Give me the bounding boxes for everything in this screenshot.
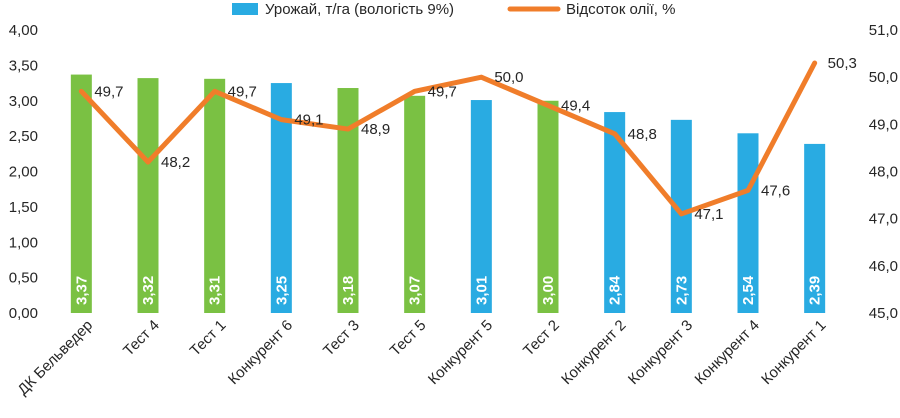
bar-data-label: 2,84 xyxy=(607,275,624,305)
y-axis-right: 45,0 46,0 47,0 48,0 49,0 50,0 51,0 xyxy=(869,22,898,322)
y-axis-left: 0,00 0,50 1,00 1,50 2,00 2,50 3,00 3,50 4,00 xyxy=(9,22,38,322)
x-tick-label: Тест 1 xyxy=(187,317,230,360)
legend-label-yield: Урожай, т/га (вологість 9%) xyxy=(265,1,454,18)
bar xyxy=(537,100,559,313)
y-right-tick-label: 50,0 xyxy=(869,69,898,86)
bar-data-label: 3,18 xyxy=(340,276,357,305)
line-data-label: 47,1 xyxy=(694,206,723,223)
x-tick-label: Тест 5 xyxy=(387,317,430,360)
y-left-tick-label: 2,50 xyxy=(9,128,38,145)
bar xyxy=(337,88,359,313)
bar-data-label: 3,01 xyxy=(473,276,490,305)
line-data-label: 48,9 xyxy=(361,121,390,138)
bar-data-label: 2,73 xyxy=(673,276,690,305)
legend-swatch-yield xyxy=(232,3,258,15)
y-left-tick-label: 3,00 xyxy=(9,93,38,110)
bar-data-label: 2,54 xyxy=(740,275,757,305)
line-data-label: 48,8 xyxy=(628,126,657,143)
y-right-tick-label: 47,0 xyxy=(869,211,898,228)
bar-series: 3,37 3,32 3,31 3,25 3,18 3,07 3,01 3,00 2,84 2,73… xyxy=(70,74,826,313)
x-tick-label: Конкурент 1 xyxy=(758,317,829,388)
bar xyxy=(137,78,159,313)
legend: Урожай, т/га (вологість 9%) Відсоток олі… xyxy=(232,1,675,18)
x-tick-label: ДК Бельведер xyxy=(14,317,96,399)
x-tick-label: Конкурент 5 xyxy=(425,317,496,388)
x-tick-label: Тест 2 xyxy=(520,317,563,360)
bar xyxy=(404,95,426,313)
y-left-tick-label: 4,00 xyxy=(9,22,38,39)
line-data-label: 49,7 xyxy=(428,83,457,100)
y-right-tick-label: 49,0 xyxy=(869,116,898,133)
y-left-tick-label: 1,50 xyxy=(9,199,38,216)
bar-data-label: 3,32 xyxy=(140,276,157,305)
y-right-tick-label: 45,0 xyxy=(869,305,898,322)
bar-data-label: 3,31 xyxy=(207,276,224,305)
x-tick-label: Тест 4 xyxy=(120,317,163,360)
bar-data-label: 3,25 xyxy=(273,276,290,305)
y-left-tick-label: 1,00 xyxy=(9,234,38,251)
bar-data-label: 3,00 xyxy=(540,276,557,305)
line-data-label: 49,4 xyxy=(561,97,590,114)
y-left-tick-label: 0,50 xyxy=(9,270,38,287)
y-left-tick-label: 2,00 xyxy=(9,164,38,181)
y-left-tick-label: 3,50 xyxy=(9,57,38,74)
x-tick-label: Конкурент 3 xyxy=(625,317,696,388)
bar xyxy=(804,143,826,313)
bar-data-label: 3,07 xyxy=(407,276,424,305)
x-tick-label: Конкурент 6 xyxy=(225,317,296,388)
oil-line xyxy=(78,60,818,217)
line-data-label: 49,7 xyxy=(94,83,123,100)
y-right-tick-label: 51,0 xyxy=(869,22,898,39)
line-series: 49,7 48,2 49,7 49,1 48,9 49,7 50,0 49,4 48,8 47,1… xyxy=(78,55,857,223)
x-tick-label: Тест 3 xyxy=(320,317,363,360)
line-data-label: 49,1 xyxy=(294,112,323,129)
bar-data-label: 2,39 xyxy=(807,276,824,305)
line-data-label: 50,0 xyxy=(494,69,523,86)
y-right-tick-label: 46,0 xyxy=(869,258,898,275)
bar xyxy=(470,100,492,313)
line-data-label: 50,3 xyxy=(828,55,857,72)
bar xyxy=(604,112,626,313)
bar xyxy=(204,78,226,313)
y-left-tick-label: 0,00 xyxy=(9,305,38,322)
x-tick-label: Конкурент 2 xyxy=(558,317,629,388)
bar-data-label: 3,37 xyxy=(73,276,90,305)
line-data-label: 48,2 xyxy=(161,154,190,171)
y-right-tick-label: 48,0 xyxy=(869,164,898,181)
legend-label-oil: Відсоток олії, % xyxy=(566,1,675,18)
line-data-label: 47,6 xyxy=(761,182,790,199)
x-tick-label: Конкурент 4 xyxy=(692,317,763,388)
line-data-label: 49,7 xyxy=(228,83,257,100)
bar xyxy=(270,83,292,313)
bar xyxy=(70,74,92,313)
